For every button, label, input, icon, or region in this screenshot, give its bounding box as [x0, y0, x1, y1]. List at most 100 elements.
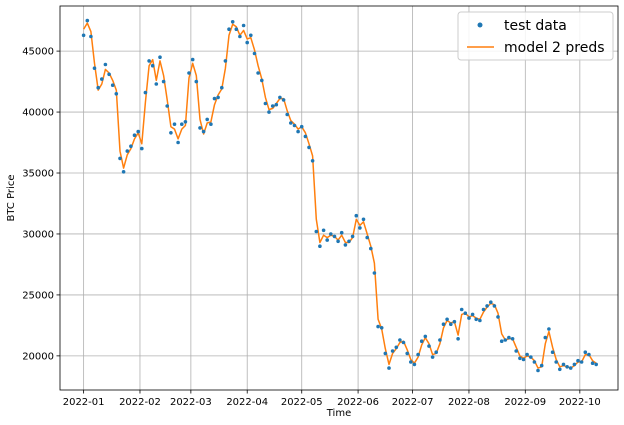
- data-point: [579, 360, 584, 364]
- data-point: [321, 228, 326, 233]
- data-point: [383, 351, 388, 356]
- data-point: [412, 362, 417, 367]
- y-tick-label: 25000: [22, 290, 54, 301]
- data-point: [547, 327, 551, 331]
- legend-box: [457, 11, 614, 61]
- data-point: [278, 95, 282, 100]
- data-point: [289, 121, 293, 125]
- data-point: [165, 104, 169, 108]
- data-point: [350, 234, 355, 239]
- data-point: [467, 316, 471, 320]
- data-point: [220, 85, 224, 90]
- data-point: [369, 246, 373, 251]
- data-point: [103, 62, 108, 67]
- data-point: [478, 318, 482, 323]
- data-point: [358, 226, 362, 230]
- data-point: [216, 95, 220, 100]
- data-point: [539, 363, 544, 368]
- data-point: [550, 350, 555, 355]
- data-point: [150, 63, 155, 68]
- legend-label-test-data: test data: [504, 18, 567, 34]
- data-point: [543, 335, 548, 340]
- data-point: [314, 229, 319, 234]
- data-point: [118, 156, 122, 161]
- data-point: [245, 40, 249, 45]
- data-point: [281, 98, 286, 102]
- data-point: [92, 66, 97, 70]
- data-point: [489, 300, 493, 305]
- data-point: [568, 366, 573, 370]
- data-point: [565, 365, 569, 369]
- y-tick-label: 45000: [22, 47, 54, 58]
- y-tick-label: 20000: [22, 351, 54, 362]
- data-point: [194, 79, 199, 84]
- data-point: [256, 71, 260, 75]
- data-point: [161, 79, 166, 84]
- x-tick-label: 2022-03: [170, 397, 212, 408]
- data-point: [456, 337, 460, 341]
- data-point: [427, 344, 431, 348]
- data-point: [336, 239, 340, 244]
- data-point: [558, 367, 562, 372]
- data-point: [379, 326, 384, 330]
- data-point: [459, 307, 464, 312]
- data-point: [361, 217, 366, 222]
- data-point: [136, 129, 140, 134]
- data-point: [416, 352, 420, 357]
- data-point: [172, 122, 177, 126]
- data-point: [110, 83, 115, 87]
- x-tick-label: 2022-06: [337, 397, 379, 408]
- x-tick-label: 2022-09: [504, 397, 546, 408]
- data-point: [390, 349, 395, 353]
- data-point: [401, 340, 406, 345]
- data-point: [198, 126, 202, 130]
- data-point: [227, 27, 231, 32]
- data-point: [270, 104, 275, 108]
- data-point: [590, 361, 595, 366]
- data-point: [143, 90, 148, 95]
- data-point: [372, 271, 377, 275]
- data-point: [507, 335, 511, 340]
- data-point: [183, 120, 188, 124]
- data-point: [318, 244, 322, 248]
- data-point: [561, 362, 566, 367]
- data-point: [354, 213, 359, 218]
- data-point: [129, 144, 133, 148]
- data-point: [449, 322, 453, 327]
- data-point: [452, 319, 457, 324]
- data-point: [474, 317, 479, 322]
- data-point: [154, 82, 159, 86]
- data-point: [409, 360, 413, 364]
- data-point: [572, 362, 577, 367]
- data-point: [132, 133, 137, 137]
- data-point: [249, 33, 253, 38]
- data-point: [499, 339, 504, 344]
- data-point: [89, 34, 93, 39]
- plot-area: [60, 6, 618, 390]
- data-point: [398, 338, 402, 342]
- data-point: [481, 307, 486, 312]
- data-point: [180, 122, 184, 126]
- x-tick-label: 2022-10: [559, 397, 601, 408]
- y-axis: 20000 25000 30000 35000 40000 45000: [22, 47, 60, 362]
- data-point: [176, 140, 180, 145]
- data-point: [299, 124, 304, 129]
- x-tick-label: 2022-05: [281, 397, 323, 408]
- data-point: [554, 360, 558, 364]
- data-point: [114, 92, 119, 96]
- data-point: [514, 349, 518, 353]
- data-point: [307, 145, 311, 150]
- x-axis: 2022-01 2022-02 2022-03 2022-04 2022-05 2022-…: [63, 390, 601, 408]
- data-point: [365, 235, 370, 240]
- data-point: [190, 57, 195, 62]
- data-point: [325, 238, 330, 242]
- series-test-data: [81, 18, 598, 373]
- data-point: [329, 232, 333, 236]
- data-point: [310, 159, 315, 163]
- data-point: [485, 304, 489, 308]
- legend: test data model 2 preds: [457, 11, 614, 61]
- plot-frame: [59, 5, 619, 391]
- data-point: [147, 59, 151, 63]
- data-point: [529, 355, 533, 359]
